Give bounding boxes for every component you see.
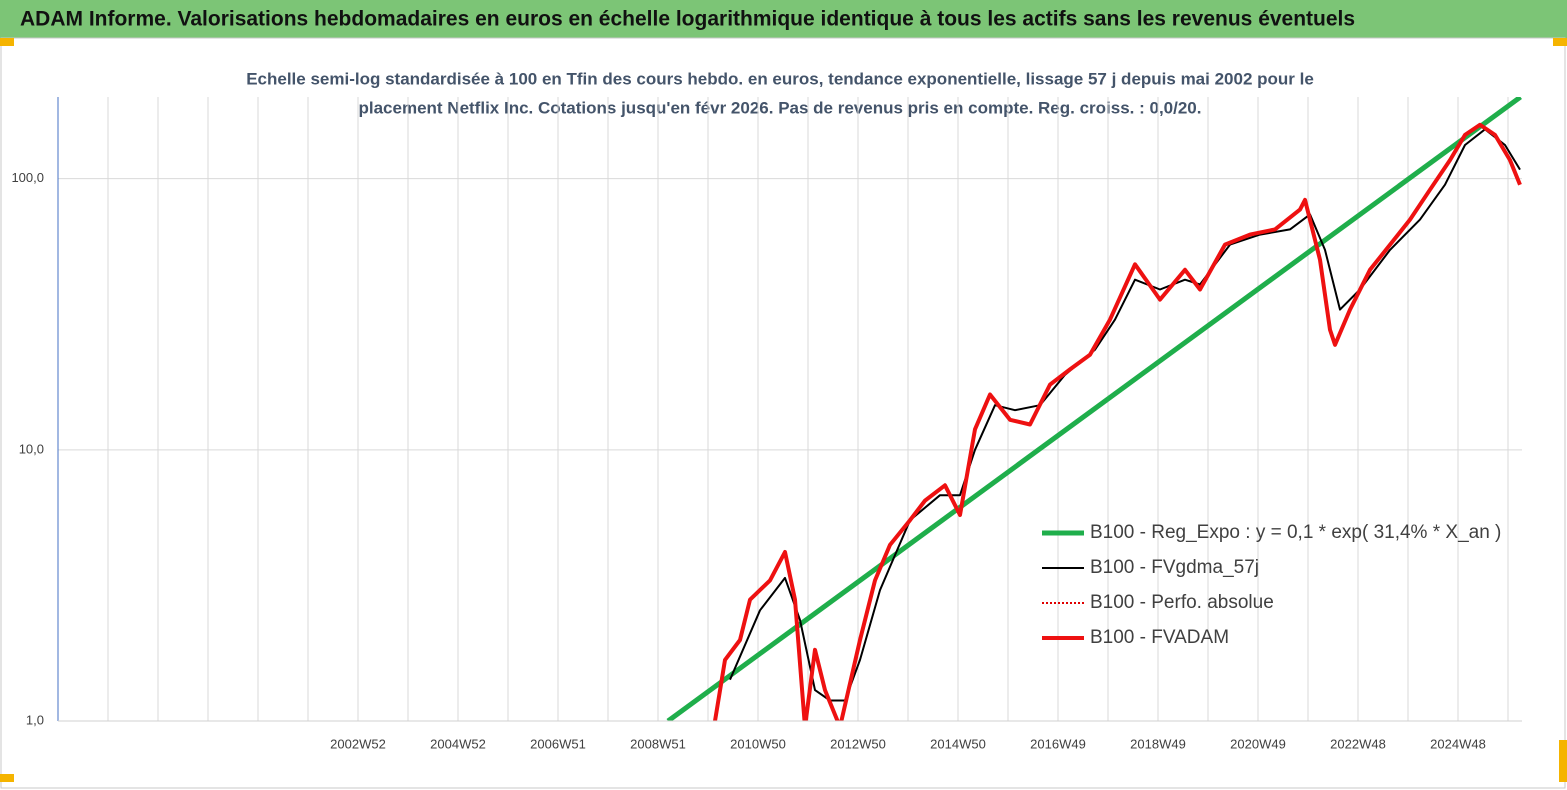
y-tick-label: 10,0 xyxy=(19,441,44,456)
x-tick-label: 2024W48 xyxy=(1430,736,1486,751)
y-tick-label: 100,0 xyxy=(11,170,44,185)
x-tick-label: 2002W52 xyxy=(330,736,386,751)
x-tick-label: 2004W52 xyxy=(430,736,486,751)
corner xyxy=(1559,740,1567,782)
plot-area xyxy=(666,97,1522,721)
corner xyxy=(0,774,14,782)
x-tick-label: 2006W51 xyxy=(530,736,586,751)
legend-label: B100 - FVADAM xyxy=(1090,627,1229,648)
x-tick-label: 2010W50 xyxy=(730,736,786,751)
legend-label: B100 - FVgdma_57j xyxy=(1090,557,1259,578)
corner xyxy=(0,38,14,46)
x-tick-label: 2014W50 xyxy=(930,736,986,751)
x-tick-label: 2016W49 xyxy=(1030,736,1086,751)
legend-label: B100 - Reg_Expo : y = 0,1 * exp( 31,4% *… xyxy=(1090,522,1501,543)
chart-subtitle: Echelle semi-log standardisée à 100 en T… xyxy=(246,69,1314,88)
frame xyxy=(0,37,1566,789)
corner xyxy=(1553,38,1567,46)
x-tick-label: 2020W49 xyxy=(1230,736,1286,751)
x-tick-label: 2008W51 xyxy=(630,736,686,751)
x-tick-label: 2018W49 xyxy=(1130,736,1186,751)
x-tick-label: 2012W50 xyxy=(830,736,886,751)
legend-label: B100 - Perfo. absolue xyxy=(1090,592,1274,613)
chart-subtitle: placement Netflix Inc. Cotations jusqu'e… xyxy=(358,98,1201,117)
y-tick-label: 1,0 xyxy=(26,712,44,727)
x-tick-label: 2022W48 xyxy=(1330,736,1386,751)
series-line xyxy=(666,97,1522,721)
header-bar xyxy=(0,0,1567,38)
series-line xyxy=(713,122,1522,721)
chart-title: ADAM Informe. Valorisations hebdomadaire… xyxy=(20,8,1355,31)
